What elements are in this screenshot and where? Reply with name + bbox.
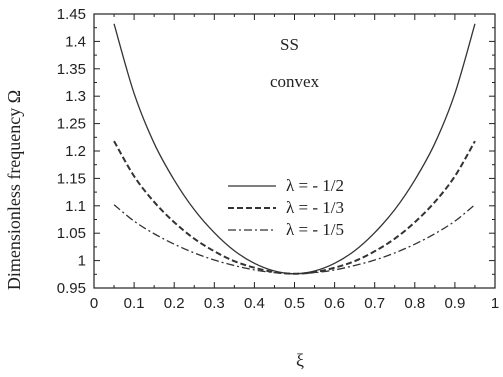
x-tick-label: 0.9 bbox=[444, 295, 465, 312]
legend-label-series-1: λ = - 1/2 bbox=[286, 176, 344, 195]
x-tick-label: 0.2 bbox=[164, 295, 185, 312]
plot-layer bbox=[113, 23, 476, 275]
x-tick-label: 0.7 bbox=[364, 295, 385, 312]
y-tick-label: 1.1 bbox=[65, 198, 86, 215]
legend-label-series-3: λ = - 1/5 bbox=[286, 220, 344, 239]
x-tick-label: 0.5 bbox=[284, 295, 305, 312]
x-axis-title: ξ bbox=[296, 350, 304, 370]
x-tick-label: 0 bbox=[90, 295, 98, 312]
annotation-convex: convex bbox=[270, 72, 320, 91]
x-tick-label: 0.8 bbox=[404, 295, 425, 312]
y-tick-label: 1.2 bbox=[65, 143, 86, 160]
y-tick-label: 1.05 bbox=[57, 225, 86, 242]
annotation-ss: SS bbox=[280, 35, 299, 54]
y-tick-label: 1.25 bbox=[57, 116, 86, 133]
legend: λ = - 1/2 λ = - 1/3 λ = - 1/5 bbox=[228, 176, 344, 239]
x-tick-label: 0.3 bbox=[204, 295, 225, 312]
y-tick-label: 1.45 bbox=[57, 6, 86, 23]
legend-label-series-2: λ = - 1/3 bbox=[286, 198, 344, 217]
x-tick-label: 0.4 bbox=[244, 295, 265, 312]
y-tick-label: 1 bbox=[78, 253, 86, 270]
y-tick-label: 0.95 bbox=[57, 280, 86, 297]
plot-frame bbox=[93, 13, 496, 289]
ticks-layer: 0 0.1 0.2 0.3 0.4 0.5 0.6 0.7 0.8 0.9 1 0.95 1 1.05 1.… bbox=[57, 6, 499, 312]
x-tick-label: 0.1 bbox=[124, 295, 145, 312]
y-tick-label: 1.15 bbox=[57, 170, 86, 187]
y-tick-label: 1.35 bbox=[57, 61, 86, 78]
y-axis-title: Dimensionless frequency Ω bbox=[4, 90, 24, 290]
y-tick-label: 1.4 bbox=[65, 33, 86, 50]
y-tick-label: 1.3 bbox=[65, 88, 86, 105]
x-tick-label: 0.6 bbox=[324, 295, 345, 312]
series-line-3 bbox=[113, 204, 476, 275]
x-tick-label: 1 bbox=[491, 295, 499, 312]
